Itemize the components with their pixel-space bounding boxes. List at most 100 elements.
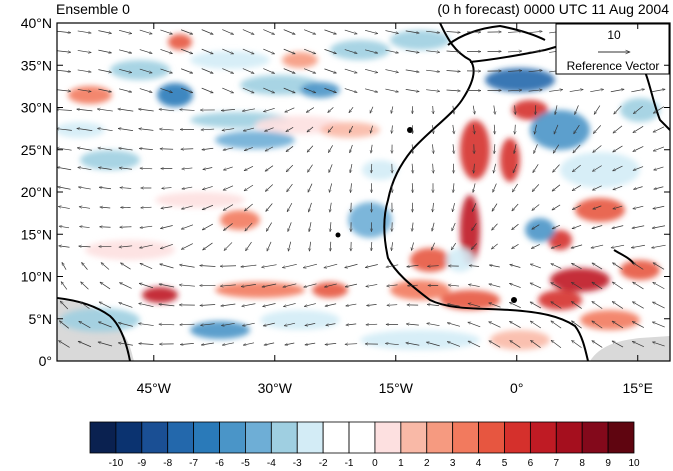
colorbar-swatch [504, 421, 531, 454]
colorbar-label: 9 [605, 458, 611, 469]
wind-arrow [530, 320, 542, 329]
anomaly-contour [168, 34, 192, 50]
wind-arrow [77, 69, 92, 72]
wind-arrow [181, 243, 193, 250]
wind-arrow [365, 88, 378, 92]
wind-arrow [79, 246, 91, 247]
wind-arrow [100, 207, 111, 208]
wind-arrow [223, 223, 233, 230]
wind-arrow [57, 129, 72, 131]
wind-arrow [223, 204, 234, 211]
wind-arrow [303, 263, 318, 268]
wind-arrow [412, 222, 413, 232]
reference-vector-box: 10 Reference Vector [555, 23, 670, 75]
wind-arrow [366, 324, 378, 325]
wind-arrow [306, 107, 315, 113]
anomaly-contour [530, 110, 590, 150]
wind-arrow [366, 284, 378, 286]
wind-arrow [447, 304, 460, 307]
wind-arrow [452, 202, 455, 212]
colorbar-swatch [400, 421, 428, 454]
wind-arrow [99, 187, 112, 189]
wind-arrow [305, 323, 316, 325]
wind-arrow [592, 340, 603, 348]
wind-arrow [222, 87, 233, 94]
wind-arrow [653, 205, 665, 208]
wind-arrow [591, 244, 604, 248]
wind-arrow [592, 262, 603, 270]
wind-arrow [160, 88, 172, 92]
wind-arrow [77, 50, 92, 52]
wind-arrow [652, 342, 665, 347]
wind-arrow [160, 49, 172, 53]
wind-arrow [118, 343, 133, 346]
wind-arrow [140, 226, 153, 228]
wind-arrow [468, 284, 480, 287]
wind-arrow [491, 243, 498, 249]
colorbar-label: -10 [109, 458, 124, 469]
wind-arrow [140, 168, 153, 169]
wind-arrow [263, 48, 274, 55]
wind-arrow [303, 68, 316, 74]
wind-arrow [492, 223, 498, 231]
wind-arrow [77, 109, 93, 112]
wind-arrow [242, 48, 254, 55]
wind-arrow [405, 50, 419, 52]
wind-arrow [224, 242, 233, 250]
wind-arrow [473, 124, 474, 134]
wind-arrow [181, 205, 193, 209]
wind-arrow [528, 70, 543, 71]
colorbar-swatch [529, 421, 557, 454]
wind-arrow [58, 340, 70, 348]
wind-arrow [307, 164, 313, 173]
wind-arrow [59, 246, 70, 247]
colorbar-swatch [270, 421, 298, 454]
wind-arrow [551, 282, 562, 289]
wind-arrow [309, 202, 312, 212]
wind-arrow [510, 265, 521, 268]
colorbar-label: 7 [554, 458, 560, 469]
wind-arrow [612, 262, 623, 270]
anomaly-contour [575, 198, 625, 222]
wind-arrow [515, 124, 516, 135]
wind-arrow [284, 322, 296, 326]
wind-arrow [139, 68, 152, 73]
wind-arrow [633, 281, 644, 290]
wind-arrow [179, 265, 195, 268]
wind-arrow [223, 147, 234, 150]
anomaly-contour [300, 82, 340, 98]
wind-arrow [286, 127, 294, 132]
wind-vectors [57, 29, 665, 349]
wind-arrow [180, 343, 194, 344]
colorbar-label: -9 [137, 458, 146, 469]
wind-arrow [371, 144, 372, 153]
plot-title-right: (0 h forecast) 0000 UTC 11 Aug 2004 [437, 1, 669, 17]
wind-arrow [450, 242, 457, 250]
wind-arrow [98, 30, 111, 34]
wind-arrow [574, 105, 579, 114]
wind-arrow [632, 225, 645, 229]
wind-arrow [325, 343, 337, 344]
wind-arrow [406, 324, 419, 325]
wind-arrow [613, 185, 623, 190]
anomaly-contour [460, 195, 480, 265]
wind-arrow [118, 148, 133, 151]
wind-arrow [304, 283, 317, 287]
wind-arrow [426, 50, 440, 53]
wind-arrow [549, 90, 563, 92]
wind-arrow [139, 244, 153, 248]
wind-arrow [244, 147, 253, 150]
wind-arrow [201, 68, 214, 74]
wind-arrow [303, 29, 316, 35]
wind-arrow [182, 168, 193, 169]
wind-arrow [446, 90, 461, 91]
wind-arrow [473, 105, 475, 115]
wind-arrow [79, 226, 90, 227]
colorbar-label: 5 [502, 458, 508, 469]
y-tick-label: 35°N [21, 57, 52, 73]
wind-arrow [286, 146, 294, 151]
wind-arrow [468, 340, 481, 348]
wind-arrow [592, 225, 603, 228]
wind-arrow [202, 223, 214, 231]
wind-arrow [120, 188, 132, 189]
